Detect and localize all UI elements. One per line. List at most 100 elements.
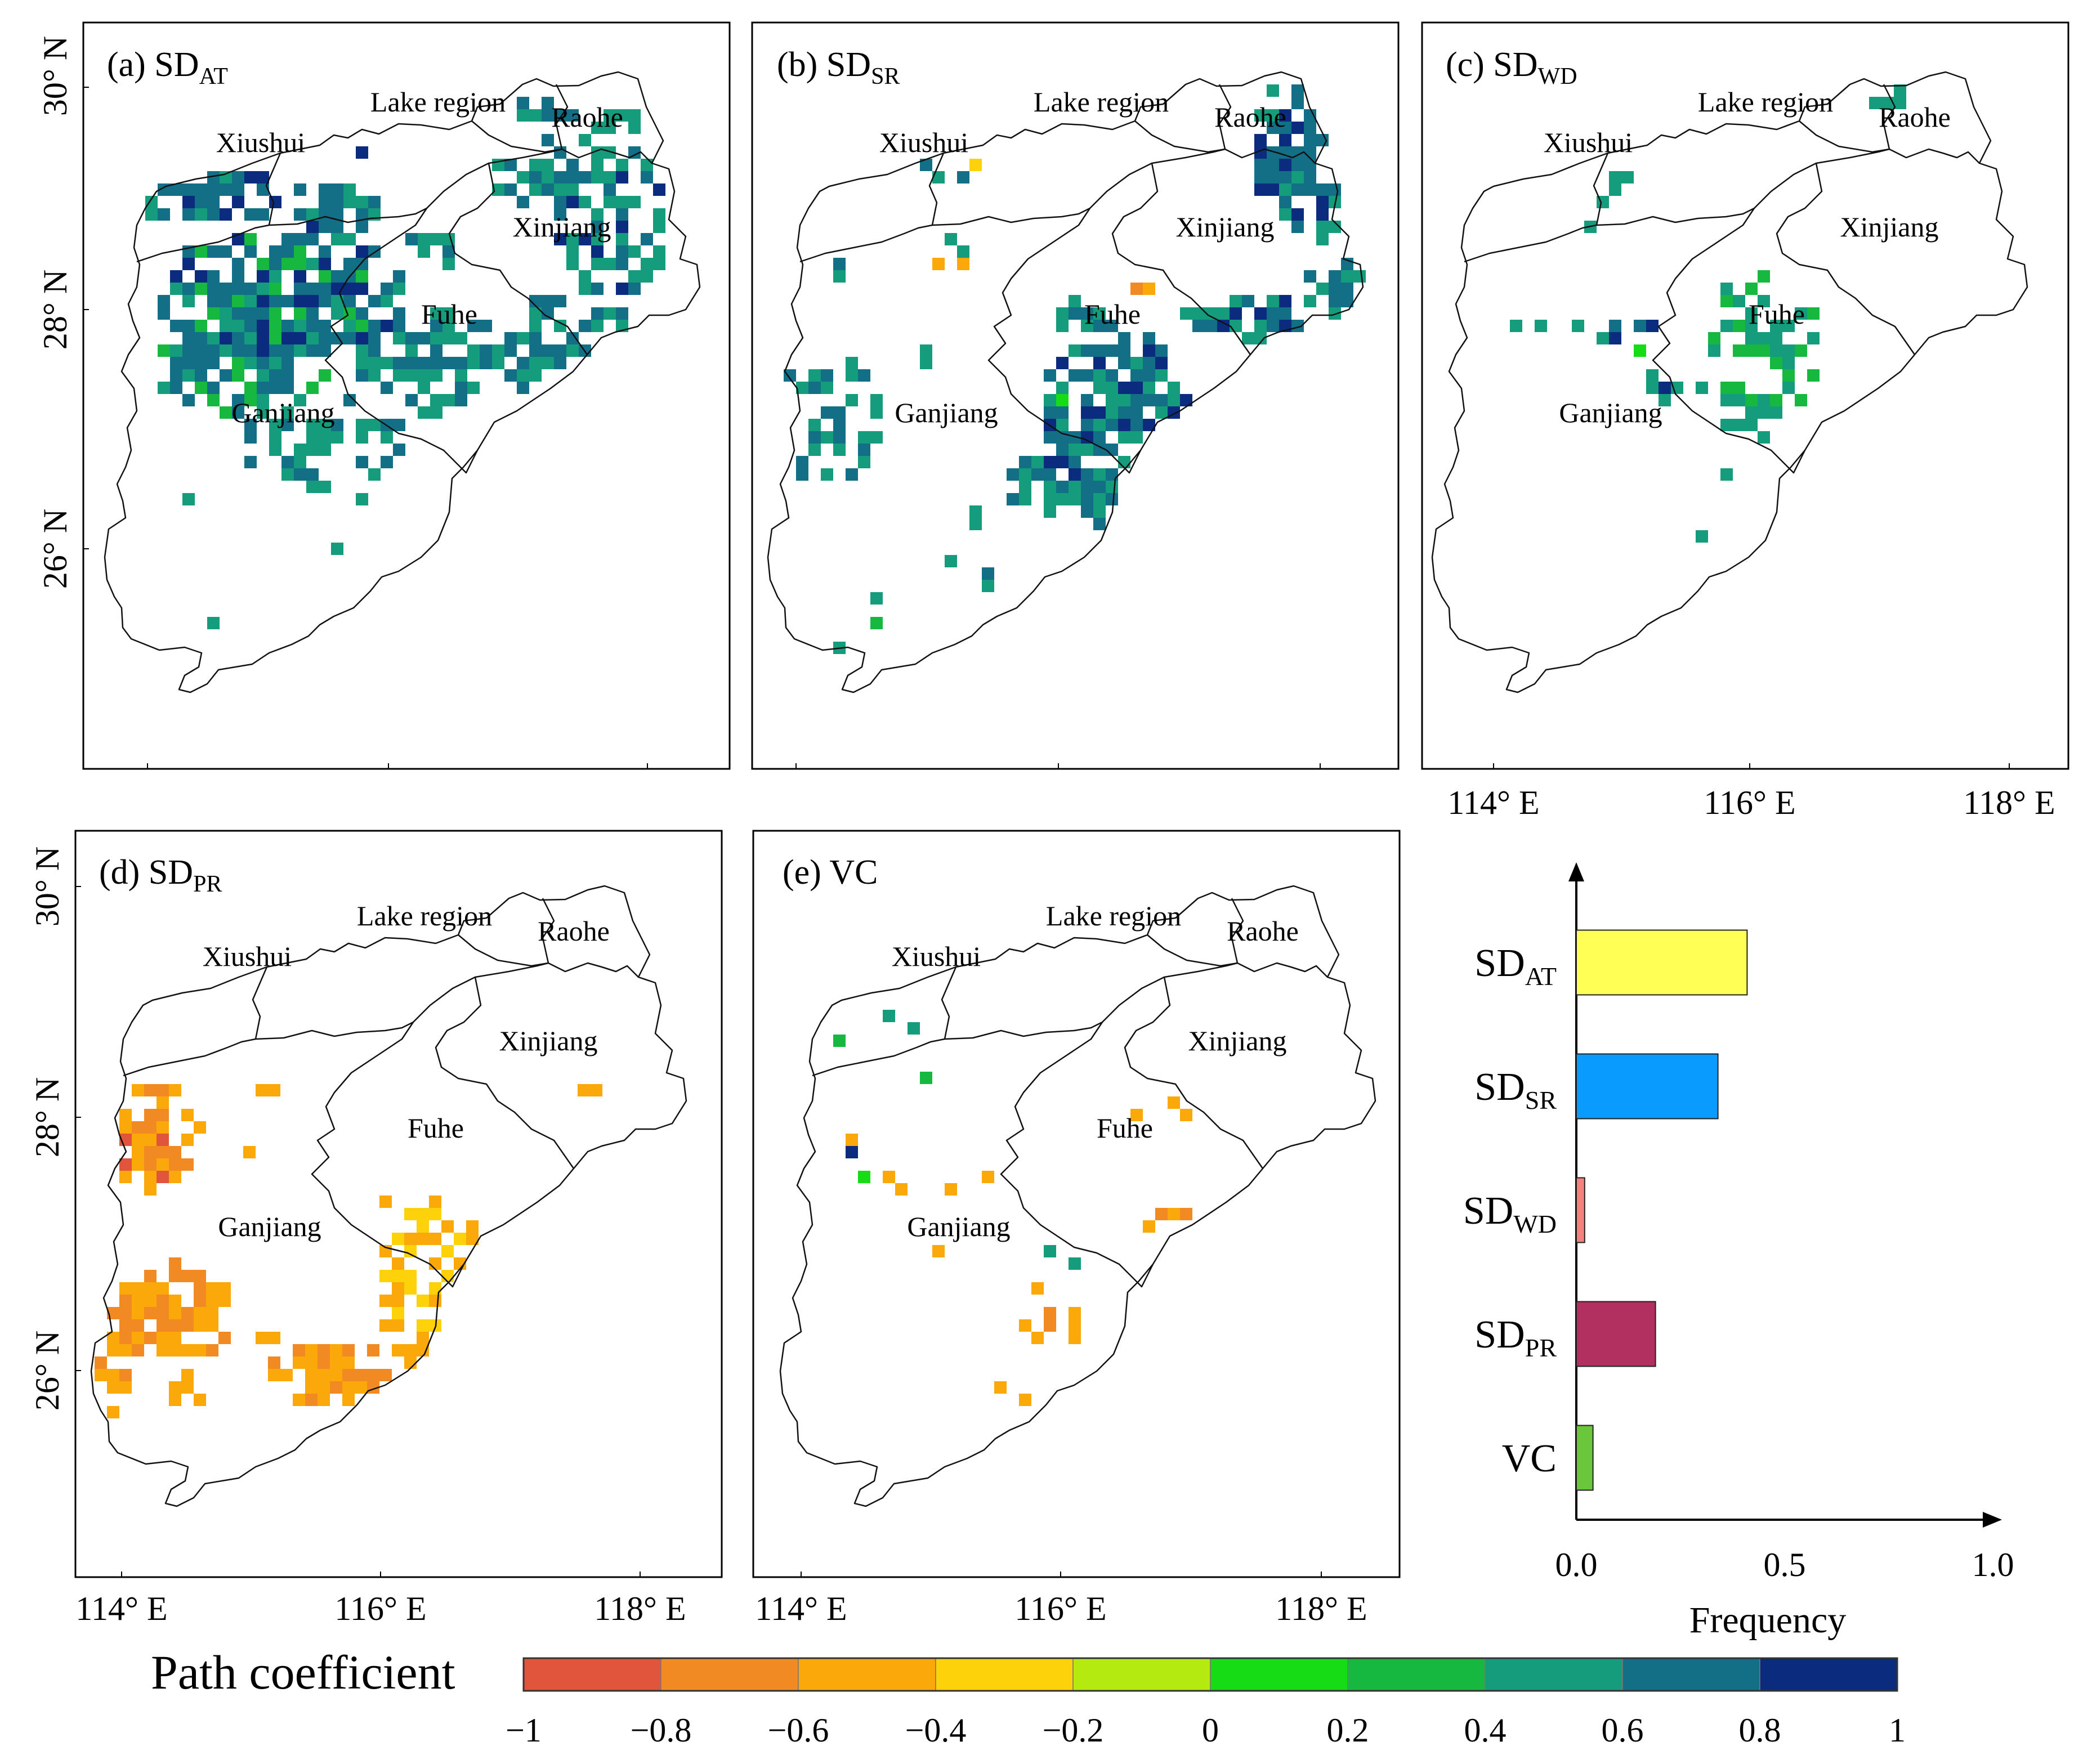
grid-cell xyxy=(220,344,232,357)
grid-cell xyxy=(132,1146,144,1158)
grid-cell xyxy=(1242,295,1254,307)
grid-cell xyxy=(182,344,195,357)
grid-cell xyxy=(145,208,158,221)
grid-cell xyxy=(306,233,319,245)
grid-cell xyxy=(119,1109,132,1121)
grid-cell xyxy=(318,1344,330,1356)
grid-cell xyxy=(207,295,220,307)
grid-cell xyxy=(119,1295,132,1307)
region-label-ganjiang: Ganjiang xyxy=(907,1211,1010,1242)
grid-cell xyxy=(257,344,269,357)
panel-a-cells xyxy=(145,97,665,629)
grid-cell xyxy=(1291,97,1304,109)
grid-cell xyxy=(169,1307,181,1319)
grid-cell xyxy=(808,419,821,431)
grid-cell xyxy=(1329,221,1341,233)
grid-cell xyxy=(257,382,269,394)
grid-cell xyxy=(404,1344,417,1356)
grid-cell xyxy=(306,468,319,481)
grid-cell xyxy=(566,196,579,208)
grid-cell xyxy=(356,493,368,505)
grid-cell xyxy=(1720,394,1733,406)
grid-cell xyxy=(1254,109,1267,122)
grid-cell xyxy=(430,320,442,332)
lon-label-118-d: 118° E xyxy=(594,1590,686,1627)
grid-cell xyxy=(653,258,665,270)
grid-cell xyxy=(306,344,319,357)
grid-cell xyxy=(293,1344,305,1356)
grid-cell xyxy=(342,1394,355,1406)
grid-cell xyxy=(306,307,319,320)
grid-cell xyxy=(157,1319,169,1332)
grid-cell xyxy=(107,1344,119,1356)
grid-cell xyxy=(1597,332,1609,344)
grid-cell xyxy=(945,233,957,245)
grid-cell xyxy=(305,1369,318,1381)
grid-cell xyxy=(107,1381,119,1394)
grid-cell xyxy=(331,270,343,283)
grid-cell xyxy=(504,369,517,382)
grid-cell xyxy=(517,196,529,208)
grid-cell xyxy=(392,1233,404,1245)
grid-cell xyxy=(529,344,542,357)
grid-cell xyxy=(1316,196,1329,208)
grid-cell xyxy=(393,444,405,456)
region-label-xiushui: Xiushui xyxy=(1544,127,1633,158)
grid-cell xyxy=(1081,320,1093,332)
grid-cell xyxy=(833,419,846,431)
grid-cell xyxy=(393,283,405,295)
grid-cell xyxy=(1279,134,1291,146)
grid-cell xyxy=(821,406,833,419)
grid-cell xyxy=(542,134,554,146)
subbasin-boundary xyxy=(1652,208,1806,474)
grid-cell xyxy=(1267,183,1279,196)
subbasin-boundary xyxy=(1111,163,1251,355)
bar-sdsr xyxy=(1576,1053,1719,1120)
subbasin-boundary xyxy=(812,966,957,1077)
grid-cell xyxy=(1031,456,1044,468)
grid-cell xyxy=(144,1270,157,1282)
grid-cell xyxy=(393,357,405,369)
grid-cell xyxy=(294,295,306,307)
grid-cell xyxy=(1093,419,1106,431)
grid-cell xyxy=(170,382,182,394)
bar-xtick-05: 0.5 xyxy=(1764,1546,1806,1583)
grid-cell xyxy=(1720,468,1733,481)
grid-cell xyxy=(381,456,393,468)
grid-cell xyxy=(305,1381,318,1394)
grid-cell xyxy=(1316,221,1329,233)
grid-cell xyxy=(429,1257,441,1270)
grid-cell xyxy=(454,1233,466,1245)
grid-cell xyxy=(641,270,653,283)
grid-cell xyxy=(579,270,591,283)
grid-cell xyxy=(591,283,604,295)
grid-cell xyxy=(1118,357,1130,369)
grid-cell xyxy=(294,320,306,332)
grid-cell xyxy=(429,1208,441,1220)
grid-cell xyxy=(306,221,319,233)
grid-cell xyxy=(1118,419,1130,431)
grid-cell xyxy=(1056,394,1069,406)
grid-cell xyxy=(306,444,319,456)
grid-cell xyxy=(442,258,455,270)
grid-cell xyxy=(616,171,628,183)
grid-cell xyxy=(1291,208,1304,221)
grid-cell xyxy=(181,1134,194,1146)
grid-cell xyxy=(257,406,269,419)
grid-cell xyxy=(368,419,381,431)
longitude-axis-e: 114° E 116° E 118° E xyxy=(755,1590,1367,1627)
subbasin-boundary xyxy=(136,153,281,263)
grid-cell xyxy=(628,146,641,159)
grid-cell xyxy=(1795,344,1807,357)
grid-cell xyxy=(1770,344,1782,357)
panel-b-cells xyxy=(784,84,1366,654)
grid-cell xyxy=(305,1394,318,1406)
panel-b-region-labels: Xiushui Lake region Raohe Xinjiang Fuhe Ganji… xyxy=(879,86,1286,428)
grid-cell xyxy=(957,258,969,270)
grid-cell xyxy=(182,332,195,344)
grid-cell xyxy=(1130,369,1143,382)
grid-cell xyxy=(294,283,306,295)
grid-cell xyxy=(144,1332,157,1344)
grid-cell xyxy=(529,109,542,122)
grid-cell xyxy=(982,567,994,580)
